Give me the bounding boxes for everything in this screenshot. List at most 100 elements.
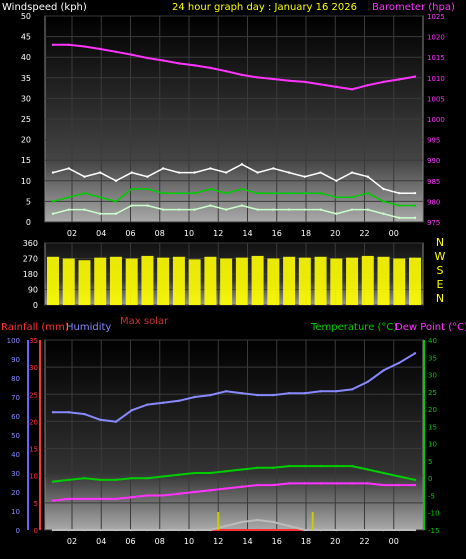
data-point: [51, 43, 55, 47]
rainfall-legend: Rainfall (mm): [1, 322, 69, 333]
data-point: [224, 70, 228, 73]
data-point: [193, 171, 196, 174]
data-point: [67, 196, 70, 199]
humidity-tick-label: 10: [11, 508, 20, 516]
time-tick-label: 18: [301, 229, 311, 238]
chart-title: 24 hour graph day : January 16 2026: [172, 2, 357, 13]
barometer-tick-label: 980: [427, 198, 440, 206]
temperature-tick-label: 25: [428, 389, 437, 397]
temperature-tick-label: 40: [428, 337, 437, 345]
data-point: [413, 483, 417, 487]
data-point: [209, 167, 212, 170]
data-point: [240, 163, 244, 166]
data-point: [256, 171, 259, 174]
data-point: [319, 171, 322, 174]
data-point: [161, 59, 165, 62]
data-point: [366, 380, 369, 383]
humidity-tick-label: 90: [11, 356, 20, 364]
data-point: [366, 528, 369, 532]
time-tick-label: 16: [272, 229, 282, 238]
data-point: [177, 528, 181, 532]
data-point: [319, 464, 322, 468]
data-point: [161, 475, 165, 478]
windspeed-tick-label: 30: [21, 94, 31, 103]
time-tick-label: 12: [213, 229, 223, 238]
data-point: [161, 528, 165, 532]
direction-bar: [298, 257, 311, 305]
time-tick-label: 06: [125, 537, 135, 546]
humidity-axis: 0 10 20 30 40 50 60 70 80 90 100: [7, 337, 29, 535]
humidity-tick-label: 0: [16, 527, 20, 535]
direction-bar: [94, 257, 107, 305]
data-point: [130, 528, 133, 532]
series-group-3: [51, 352, 417, 532]
temperature-tick-label: 10: [428, 441, 437, 449]
data-point: [303, 208, 307, 211]
humidity-tick-label: 30: [11, 470, 20, 478]
data-point: [287, 208, 291, 211]
data-point: [256, 76, 259, 79]
data-point: [319, 390, 322, 393]
data-point: [130, 187, 133, 191]
data-point: [287, 482, 291, 485]
time-axis-1: 02 04 06 08 10 12 14 16 18 20 22 00: [67, 229, 399, 238]
time-tick-label: 10: [184, 229, 194, 238]
data-point: [51, 200, 55, 203]
data-point: [209, 471, 212, 475]
data-point: [114, 420, 118, 423]
data-point: [240, 392, 244, 395]
data-point: [240, 520, 244, 524]
rainfall-axis: 0 5 10 15 20 25 30 35: [29, 337, 41, 535]
data-point: [67, 528, 70, 532]
data-point: [413, 216, 417, 220]
data-point: [146, 528, 149, 532]
data-point: [67, 478, 70, 482]
data-point: [382, 483, 385, 487]
time-tick-label: 00: [389, 229, 399, 238]
data-point: [67, 411, 70, 414]
max-solar-caption: Max solar: [120, 316, 169, 327]
data-point: [398, 475, 401, 478]
direction-bar: [330, 258, 343, 305]
humidity-tick-label: 60: [11, 413, 20, 421]
data-point: [303, 482, 307, 485]
data-point: [303, 191, 307, 195]
data-point: [350, 208, 354, 211]
data-point: [146, 494, 149, 497]
data-point: [272, 528, 275, 532]
direction-bar: [47, 256, 59, 305]
data-point: [272, 483, 275, 487]
windspeed-tick-label: 10: [21, 177, 31, 186]
data-point: [146, 187, 149, 191]
data-point: [272, 520, 275, 524]
data-point: [366, 175, 369, 178]
barometer-tick-label: 1020: [427, 34, 445, 42]
data-point: [83, 191, 86, 195]
data-point: [177, 492, 181, 495]
direction-bar: [62, 258, 75, 305]
data-point: [146, 56, 149, 60]
data-point: [382, 187, 385, 191]
data-point: [240, 73, 244, 77]
data-point: [382, 528, 385, 532]
windspeed-tick-label: 20: [21, 136, 31, 145]
temperature-tick-label: -15: [428, 527, 439, 535]
direction-bar: [188, 259, 201, 305]
data-point: [224, 487, 228, 490]
data-point: [335, 528, 338, 532]
direction-bar: [78, 260, 91, 305]
series-line-dew-point---c-: [52, 482, 415, 502]
data-point: [51, 499, 55, 502]
time-tick-label: 22: [359, 229, 369, 238]
series-line-solar: [53, 518, 415, 531]
compass-label: W: [435, 250, 446, 263]
direction-tick-label: 90: [28, 286, 38, 295]
grid-lines-1: [45, 15, 423, 223]
series-line-low: [52, 204, 415, 219]
data-point: [335, 482, 338, 485]
humidity-tick-label: 100: [7, 337, 20, 345]
data-point: [319, 208, 322, 211]
series-line-average: [52, 188, 415, 207]
